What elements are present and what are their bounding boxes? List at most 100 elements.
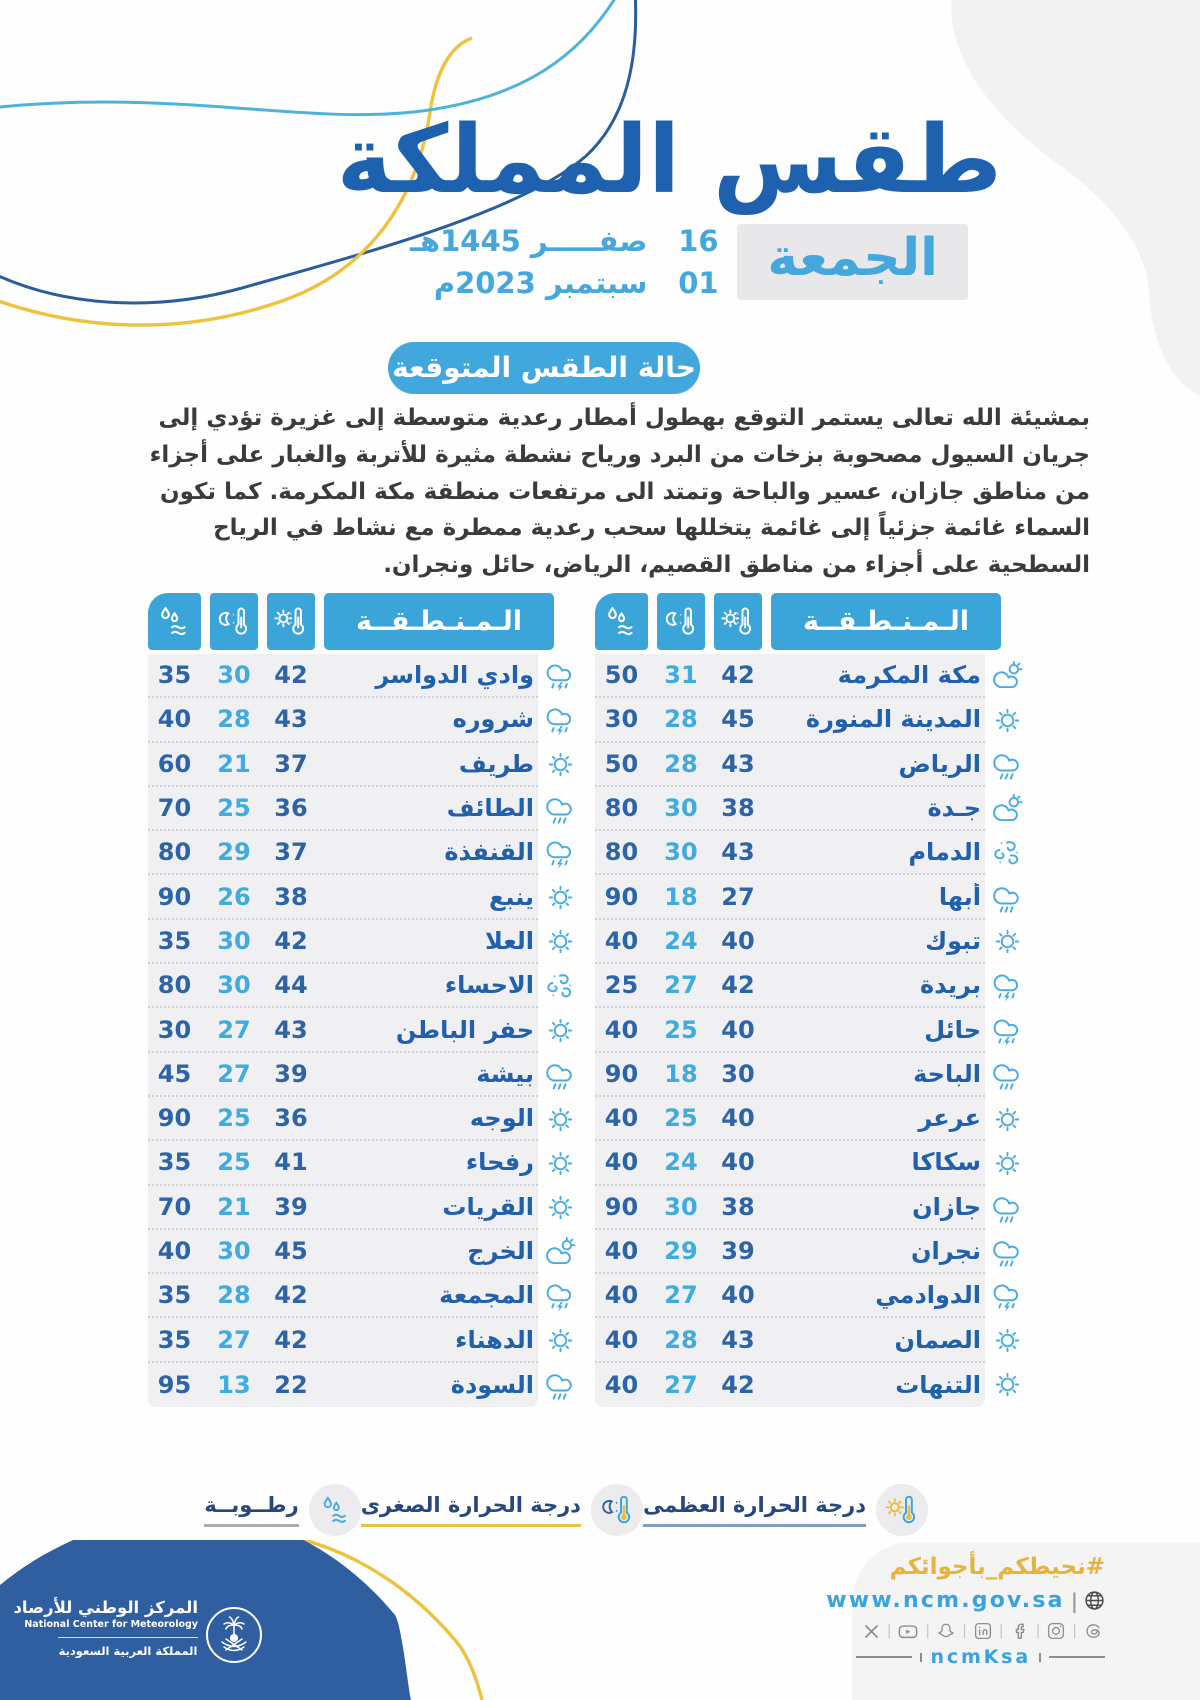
table-row: شروره 43 28 40 <box>148 698 538 743</box>
region-name: القنفذة <box>444 838 534 867</box>
humidity-value: 40 <box>604 1325 639 1354</box>
min-temp-icon <box>590 1484 643 1536</box>
min-temp-value: 18 <box>664 882 698 911</box>
ncm-logo <box>206 1607 262 1663</box>
facebook-icon[interactable] <box>1011 1622 1029 1640</box>
table-row: الاحساء 44 30 80 <box>148 964 538 1009</box>
max-temp-icon <box>267 593 315 650</box>
humidity-value: 90 <box>604 1192 639 1221</box>
table-row: وادي الدواسر 42 30 35 <box>148 654 538 699</box>
social-icons-row: | | | | | | <box>863 1622 1102 1640</box>
legend-label: درجة الحرارة العظمى <box>642 1493 866 1527</box>
max-temp-value: 43 <box>721 838 755 867</box>
rain-icon <box>542 1053 578 1097</box>
partly-cloudy-icon <box>989 787 1025 831</box>
max-temp-value: 27 <box>721 882 755 911</box>
humidity-value: 40 <box>604 926 639 955</box>
max-temp-value: 38 <box>721 1192 755 1221</box>
min-temp-value: 27 <box>664 1370 698 1399</box>
region-name: وادي الدواسر <box>375 661 534 690</box>
min-temp-value: 13 <box>217 1370 251 1399</box>
region-name: الصمان <box>894 1325 981 1354</box>
max-temp-value: 45 <box>274 1237 308 1265</box>
region-name: عرعر <box>918 1104 981 1133</box>
footer-gray-shape <box>852 1542 1200 1700</box>
humidity-value: 90 <box>604 1059 639 1088</box>
region-name: حفر الباطن <box>395 1015 534 1044</box>
humidity-value: 35 <box>157 1281 192 1310</box>
decorative-line <box>1049 1656 1105 1658</box>
table-row: بريدة 42 27 25 <box>595 964 985 1009</box>
youtube-icon[interactable] <box>898 1623 918 1640</box>
min-temp-value: 26 <box>217 882 251 911</box>
max-temp-icon <box>876 1484 928 1536</box>
legend-label: رطــوبــة <box>204 1493 299 1527</box>
table-row: المجمعة 42 28 35 <box>148 1274 538 1319</box>
max-temp-value: 36 <box>274 1104 308 1133</box>
max-temp-value: 45 <box>721 705 755 734</box>
rain-icon <box>542 787 578 831</box>
header-spacer <box>563 593 578 650</box>
table-row: نجران 39 29 40 <box>595 1230 985 1275</box>
sunny-icon <box>542 1008 578 1052</box>
rain-icon <box>989 875 1025 919</box>
table-row: أبها 27 18 90 <box>595 875 985 920</box>
weather-table-right: الـمـنـطـقــة <box>595 593 1025 1408</box>
min-temp-value: 25 <box>664 1015 698 1044</box>
min-temp-value: 25 <box>664 1104 698 1133</box>
thunderstorm-icon <box>989 964 1025 1008</box>
table-row: الوجه 36 25 90 <box>148 1097 538 1142</box>
instagram-icon[interactable] <box>1047 1622 1065 1640</box>
humidity-value: 35 <box>157 1325 192 1354</box>
header-spacer <box>1010 593 1025 650</box>
humidity-value: 40 <box>604 1370 639 1399</box>
table-row: الدمام 43 30 80 <box>595 831 985 876</box>
x-icon[interactable] <box>863 1623 880 1640</box>
region-name: بريدة <box>920 971 981 1000</box>
humidity-value: 50 <box>604 661 639 690</box>
sunny-icon <box>542 743 578 787</box>
globe-icon <box>1085 1591 1104 1610</box>
max-temp-icon <box>714 593 762 650</box>
region-name: السودة <box>450 1370 534 1399</box>
max-temp-value: 41 <box>274 1148 308 1177</box>
snapchat-icon[interactable] <box>937 1622 955 1640</box>
humidity-value: 80 <box>604 838 639 867</box>
website-row: www.ncm.gov.sa | <box>826 1588 1105 1613</box>
decorative-tick <box>920 1652 923 1662</box>
website-link[interactable]: www.ncm.gov.sa <box>826 1588 1065 1613</box>
max-temp-value: 38 <box>274 882 308 911</box>
min-temp-value: 27 <box>217 1325 251 1354</box>
legend-min-temp: درجة الحرارة الصغرى <box>360 1484 643 1536</box>
region-name: سكاكا <box>911 1148 981 1177</box>
max-temp-value: 42 <box>721 1370 755 1399</box>
min-temp-value: 30 <box>664 838 698 867</box>
partly-cloudy-icon <box>542 1230 578 1274</box>
table-row: جازان 38 30 90 <box>595 1186 985 1230</box>
gregorian-date: 01 سبتمبر 2023م <box>433 266 719 300</box>
table-row: تبوك 40 24 40 <box>595 920 985 965</box>
min-temp-icon <box>657 593 705 650</box>
min-temp-value: 18 <box>664 1059 698 1088</box>
humidity-value: 80 <box>604 794 639 823</box>
max-temp-value: 42 <box>721 661 755 690</box>
max-temp-value: 43 <box>721 749 755 778</box>
region-name: التنهات <box>895 1370 981 1399</box>
table-header: الـمـنـطـقــة <box>595 593 1025 650</box>
social-handle[interactable]: ncmKsa <box>930 1646 1031 1668</box>
min-temp-value: 21 <box>217 1192 251 1221</box>
region-name: الرياض <box>898 749 981 778</box>
linkedin-icon[interactable] <box>974 1622 992 1640</box>
region-name: المجمعة <box>439 1281 534 1310</box>
max-temp-value: 39 <box>274 1059 308 1088</box>
sunny-icon <box>542 875 578 919</box>
table-row: المدينة المنورة 45 28 30 <box>595 698 985 743</box>
threads-icon[interactable] <box>1084 1622 1102 1640</box>
min-temp-value: 30 <box>217 971 251 1000</box>
table-row: الدوادمي 40 27 40 <box>595 1274 985 1319</box>
region-name: الخرج <box>467 1237 534 1265</box>
region-name: القريات <box>442 1192 534 1221</box>
min-temp-value: 28 <box>664 705 698 734</box>
region-name: المدينة المنورة <box>805 705 981 734</box>
forecast-text: بمشيئة الله تعالى يستمر التوقع بهطول أمط… <box>149 405 1090 579</box>
